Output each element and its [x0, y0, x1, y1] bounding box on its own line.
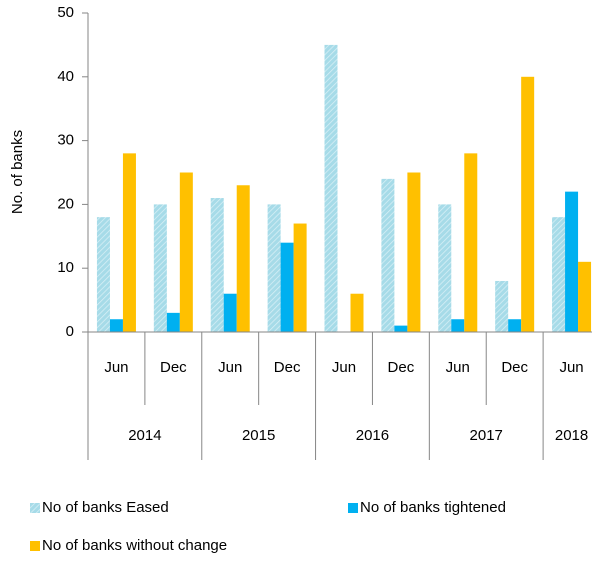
y-axis-title: No. of banks — [9, 130, 26, 214]
bar — [153, 204, 167, 332]
bar — [166, 312, 180, 332]
bar — [236, 185, 250, 332]
group-label: 2016 — [356, 427, 389, 444]
bar — [324, 44, 338, 333]
y-tick-label: 0 — [66, 323, 74, 340]
bar — [109, 319, 123, 332]
y-tick-label: 40 — [57, 68, 74, 85]
bar — [350, 293, 364, 332]
group-label: 2018 — [555, 427, 588, 444]
y-tick-label: 30 — [57, 132, 74, 149]
group-label: 2014 — [128, 427, 161, 444]
legend-label: No of banks without change — [42, 537, 227, 554]
bar — [565, 191, 579, 332]
y-tick-label: 50 — [57, 4, 74, 21]
bar — [438, 204, 452, 332]
bar — [122, 153, 136, 332]
bar — [293, 223, 307, 332]
x-tick-label: Jun — [332, 359, 356, 376]
x-tick-label: Dec — [388, 359, 415, 376]
legend-swatch — [348, 503, 358, 513]
bar — [552, 217, 566, 332]
y-tick-label: 20 — [57, 195, 74, 212]
bar — [521, 76, 535, 332]
bar — [210, 198, 224, 332]
bar — [407, 172, 421, 332]
x-tick-label: Jun — [446, 359, 470, 376]
bar — [96, 217, 110, 332]
y-tick-label: 10 — [57, 259, 74, 276]
bar — [280, 242, 294, 332]
bar — [451, 319, 465, 332]
legend-swatch — [30, 503, 40, 513]
bar — [394, 325, 408, 332]
x-tick-label: Jun — [559, 359, 583, 376]
x-tick-label: Dec — [501, 359, 528, 376]
legend-label: No of banks Eased — [42, 499, 169, 516]
x-tick-label: Dec — [274, 359, 301, 376]
legend-swatch — [30, 541, 40, 551]
x-tick-label: Jun — [104, 359, 128, 376]
bar — [578, 261, 592, 332]
group-label: 2015 — [242, 427, 275, 444]
bar — [223, 293, 237, 332]
group-label: 2017 — [470, 427, 503, 444]
x-tick-label: Dec — [160, 359, 187, 376]
bar — [267, 204, 281, 332]
bar — [179, 172, 193, 332]
legend-label: No of banks tightened — [360, 499, 506, 516]
x-tick-label: Jun — [218, 359, 242, 376]
bar — [464, 153, 478, 332]
bar — [495, 280, 509, 332]
bar — [381, 178, 395, 332]
bar — [508, 319, 522, 332]
